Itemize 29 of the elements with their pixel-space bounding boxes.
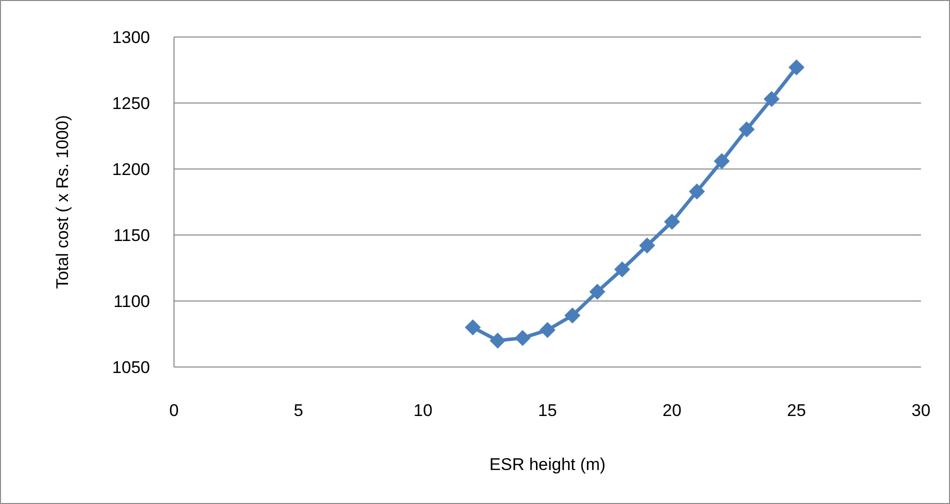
- x-tick-label: 15: [538, 401, 557, 420]
- y-tick-label: 1200: [112, 160, 150, 179]
- point: [639, 238, 656, 254]
- point: [688, 183, 705, 200]
- point: [738, 121, 755, 138]
- y-tick-label: 1150: [113, 226, 150, 245]
- point: [464, 319, 481, 336]
- point: [788, 59, 804, 76]
- y-tick-label: 1250: [112, 94, 150, 113]
- point: [714, 153, 730, 170]
- point: [514, 330, 531, 346]
- x-axis-title: ESR height (m): [489, 455, 606, 474]
- point: [540, 322, 556, 338]
- point: [614, 261, 630, 278]
- point: [564, 308, 580, 324]
- point: [490, 332, 506, 349]
- y-tick-label: 1100: [113, 292, 150, 311]
- point: [664, 214, 680, 230]
- y-tick-label: 1300: [112, 28, 150, 47]
- x-tick-label: 25: [787, 401, 806, 420]
- x-tick-label: 20: [662, 401, 682, 420]
- point: [764, 91, 780, 108]
- x-tick-label: 30: [912, 401, 930, 420]
- y-tick-label: 1050: [112, 358, 150, 377]
- x-tick-label: 10: [414, 401, 432, 420]
- x-tick-label: 0: [169, 401, 179, 420]
- x-tick-label: 5: [294, 401, 304, 420]
- point: [589, 284, 606, 300]
- y-axis-title: Total cost ( x Rs. 1000): [53, 115, 72, 289]
